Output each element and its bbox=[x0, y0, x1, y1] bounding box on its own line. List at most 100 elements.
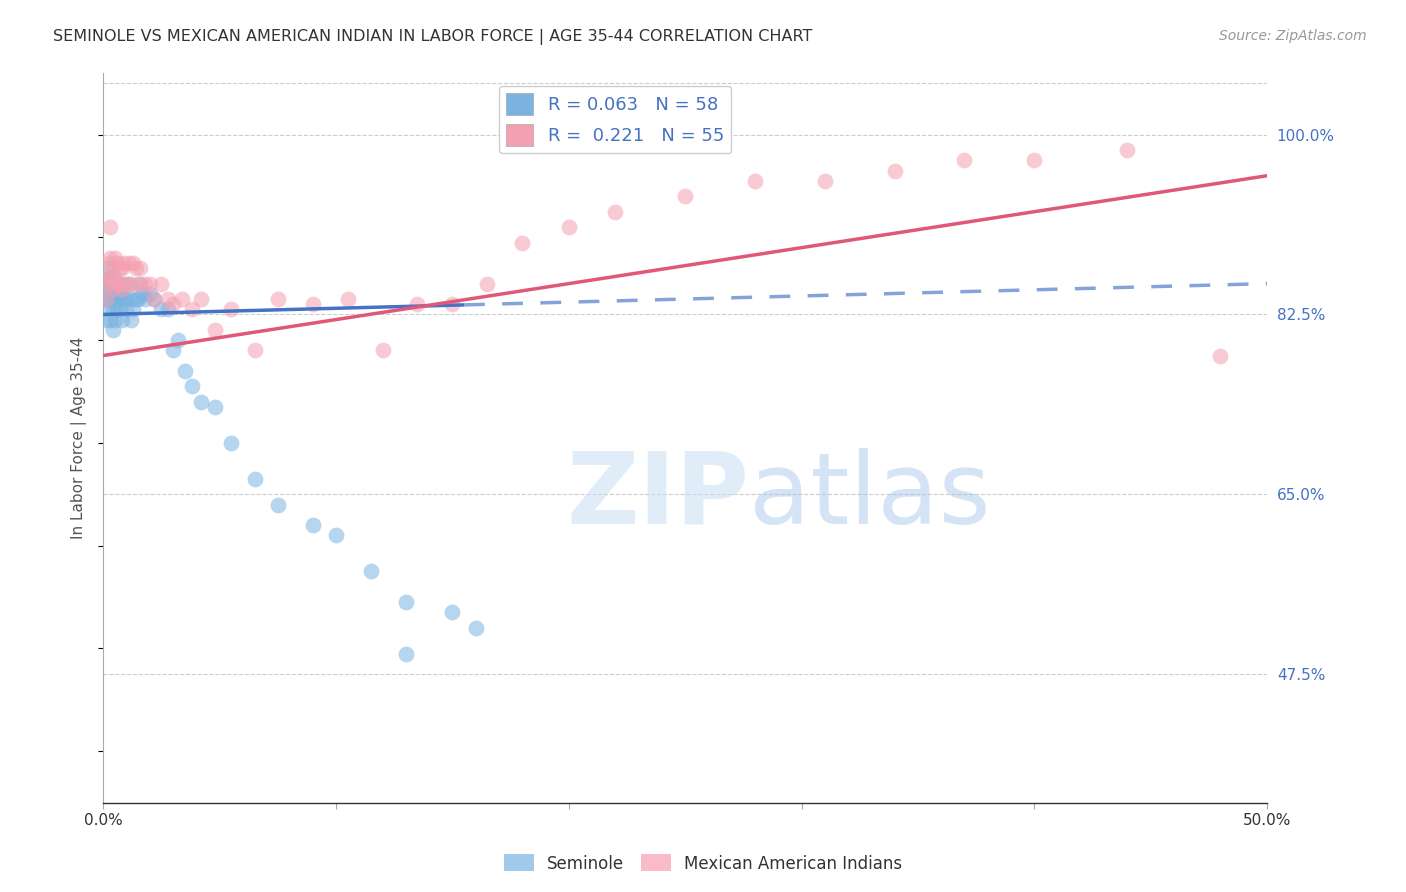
Point bbox=[267, 498, 290, 512]
Legend: Seminole, Mexican American Indians: Seminole, Mexican American Indians bbox=[498, 847, 908, 880]
Point bbox=[98, 271, 121, 285]
Point bbox=[98, 282, 121, 296]
Point bbox=[97, 277, 120, 291]
Point bbox=[180, 302, 202, 317]
Y-axis label: In Labor Force | Age 35-44: In Labor Force | Age 35-44 bbox=[72, 336, 87, 539]
Point bbox=[395, 647, 418, 661]
Point bbox=[1024, 153, 1046, 168]
Point bbox=[301, 518, 323, 533]
Point bbox=[94, 292, 117, 306]
Point bbox=[441, 606, 464, 620]
Point bbox=[134, 277, 156, 291]
Point bbox=[98, 251, 121, 265]
Point bbox=[97, 292, 120, 306]
Point bbox=[172, 292, 194, 306]
Point bbox=[101, 286, 124, 301]
Point bbox=[101, 302, 124, 317]
Point bbox=[120, 292, 142, 306]
Point bbox=[406, 297, 429, 311]
Point bbox=[105, 292, 128, 306]
Point bbox=[301, 297, 323, 311]
Point bbox=[157, 292, 180, 306]
Point bbox=[267, 292, 290, 306]
Point bbox=[125, 292, 148, 306]
Point bbox=[134, 292, 156, 306]
Point bbox=[558, 220, 581, 235]
Text: ZIP: ZIP bbox=[567, 448, 749, 545]
Point bbox=[122, 302, 145, 317]
Text: SEMINOLE VS MEXICAN AMERICAN INDIAN IN LABOR FORCE | AGE 35-44 CORRELATION CHART: SEMINOLE VS MEXICAN AMERICAN INDIAN IN L… bbox=[53, 29, 813, 45]
Point bbox=[395, 595, 418, 609]
Point bbox=[97, 256, 120, 270]
Point bbox=[98, 292, 121, 306]
Point bbox=[94, 312, 117, 326]
Point bbox=[243, 343, 266, 358]
Point bbox=[104, 271, 127, 285]
Point bbox=[118, 277, 141, 291]
Point bbox=[157, 302, 180, 317]
Text: Source: ZipAtlas.com: Source: ZipAtlas.com bbox=[1219, 29, 1367, 43]
Point bbox=[94, 292, 117, 306]
Point bbox=[605, 204, 627, 219]
Point bbox=[814, 174, 837, 188]
Point bbox=[105, 277, 128, 291]
Point bbox=[105, 256, 128, 270]
Point bbox=[371, 343, 394, 358]
Point bbox=[143, 292, 166, 306]
Point bbox=[108, 277, 131, 291]
Point bbox=[94, 277, 117, 291]
Point bbox=[101, 282, 124, 296]
Point bbox=[129, 261, 152, 276]
Point bbox=[477, 277, 499, 291]
Legend: R = 0.063   N = 58, R =  0.221   N = 55: R = 0.063 N = 58, R = 0.221 N = 55 bbox=[499, 86, 731, 153]
Point bbox=[190, 394, 212, 409]
Point bbox=[953, 153, 976, 168]
Point bbox=[97, 261, 120, 276]
Point bbox=[98, 271, 121, 285]
Point bbox=[104, 292, 127, 306]
Point bbox=[104, 282, 127, 296]
Point bbox=[464, 621, 486, 635]
Point bbox=[510, 235, 533, 250]
Point bbox=[108, 261, 131, 276]
Point bbox=[105, 302, 128, 317]
Point bbox=[112, 277, 135, 291]
Point bbox=[118, 256, 141, 270]
Point bbox=[98, 220, 121, 235]
Point bbox=[190, 292, 212, 306]
Point bbox=[325, 528, 347, 542]
Point bbox=[111, 312, 134, 326]
Point bbox=[132, 286, 155, 301]
Point bbox=[744, 174, 766, 188]
Point bbox=[180, 379, 202, 393]
Point bbox=[129, 277, 152, 291]
Point bbox=[111, 282, 134, 296]
Point bbox=[336, 292, 359, 306]
Point bbox=[1116, 143, 1139, 157]
Point bbox=[127, 277, 149, 291]
Point bbox=[104, 312, 127, 326]
Point bbox=[150, 302, 173, 317]
Point bbox=[105, 277, 128, 291]
Point bbox=[139, 286, 162, 301]
Point bbox=[112, 256, 135, 270]
Point bbox=[101, 271, 124, 285]
Point bbox=[101, 323, 124, 337]
Point bbox=[112, 292, 135, 306]
Point bbox=[122, 256, 145, 270]
Point bbox=[115, 302, 138, 317]
Point bbox=[219, 436, 242, 450]
Point bbox=[115, 292, 138, 306]
Point bbox=[143, 292, 166, 306]
Point bbox=[243, 472, 266, 486]
Point bbox=[108, 286, 131, 301]
Point bbox=[441, 297, 464, 311]
Point bbox=[125, 261, 148, 276]
Point bbox=[162, 297, 184, 311]
Point bbox=[673, 189, 696, 203]
Point bbox=[104, 251, 127, 265]
Point bbox=[120, 277, 142, 291]
Point bbox=[98, 312, 121, 326]
Point bbox=[139, 277, 162, 291]
Point bbox=[360, 565, 382, 579]
